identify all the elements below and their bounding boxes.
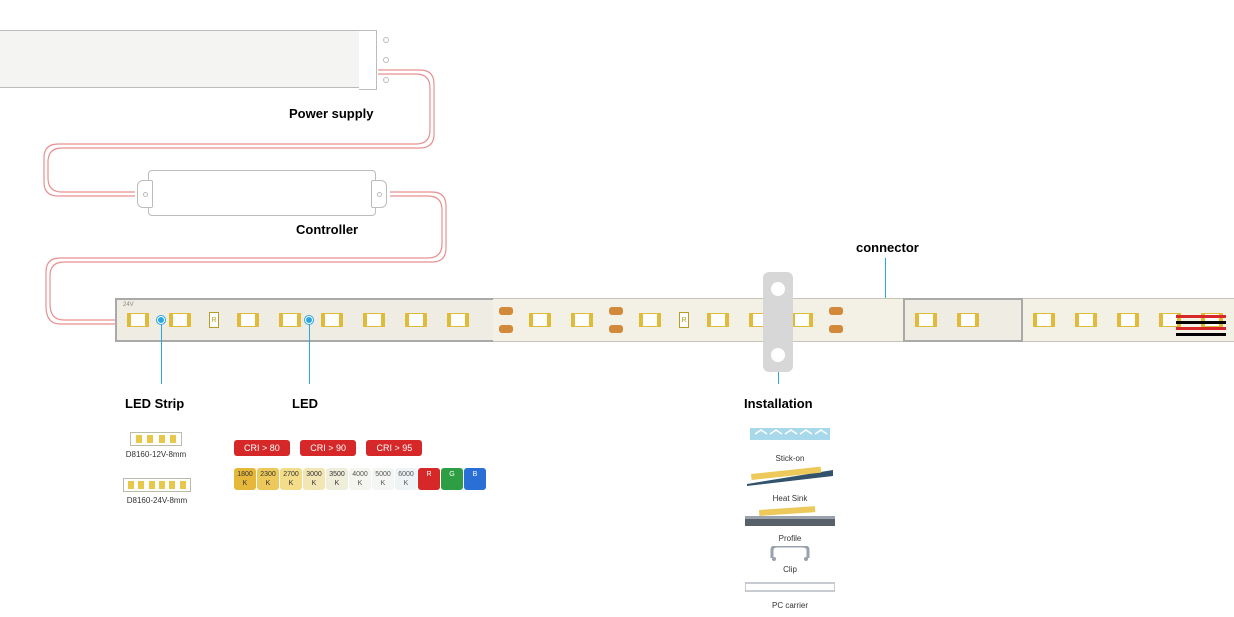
led-chip <box>915 313 937 327</box>
led-strip-label: LED Strip <box>125 396 184 411</box>
led-chip <box>1117 313 1139 327</box>
cut-mark <box>499 307 513 333</box>
output-wires <box>1176 312 1226 339</box>
install-stickon-caption: Stick-on <box>740 454 840 463</box>
cct-chip: R <box>418 468 440 490</box>
install-profile-caption: Profile <box>740 534 840 543</box>
mounting-bracket <box>763 272 793 372</box>
controller-cap-left <box>137 180 153 208</box>
psu-mounting-hole <box>383 57 389 63</box>
cut-mark <box>829 307 843 333</box>
led-chip <box>321 313 343 327</box>
bracket-hole <box>771 348 785 362</box>
install-pccarrier: PC carrier <box>740 580 840 610</box>
resistor: R <box>679 312 689 328</box>
install-stickon: Stick-on <box>740 428 840 463</box>
cri-row: CRI > 80 CRI > 90 CRI > 95 <box>234 438 428 456</box>
cct-chip: 1800 K <box>234 468 256 490</box>
install-profile: Profile <box>740 504 840 543</box>
resistor: R <box>209 312 219 328</box>
strip-segment-connector <box>903 298 1023 342</box>
cri-chip-95: CRI > 95 <box>366 440 422 456</box>
wire-red <box>1176 327 1226 330</box>
led-label: LED <box>292 396 318 411</box>
led-pointer-line <box>309 324 310 384</box>
install-heatsink-caption: Heat Sink <box>740 494 840 503</box>
install-heatsink: Heat Sink <box>740 466 840 503</box>
psu-mounting-hole <box>383 77 389 83</box>
controller-body <box>148 170 376 216</box>
ledstrip-pointer-dot <box>157 316 165 324</box>
install-clip-caption: Clip <box>740 565 840 574</box>
led-chip <box>279 313 301 327</box>
cct-chip: G <box>441 468 463 490</box>
wire-black <box>1176 321 1226 324</box>
cct-chip: 4000 K <box>349 468 371 490</box>
led-chip <box>529 313 551 327</box>
ministrip-24v <box>123 478 191 492</box>
led-chip <box>127 313 149 327</box>
led-chip <box>447 313 469 327</box>
cct-chip: 6000 K <box>395 468 417 490</box>
bracket-hole <box>771 282 785 296</box>
led-chip <box>405 313 427 327</box>
cct-chip: 3000 K <box>303 468 325 490</box>
led-chip <box>1033 313 1055 327</box>
strip-segment-1: 24V R <box>115 298 493 342</box>
cct-chip: 2700 K <box>280 468 302 490</box>
power-supply-body <box>0 30 360 88</box>
cct-chip: 3500 K <box>326 468 348 490</box>
led-pointer-dot <box>305 316 313 324</box>
led-chip <box>571 313 593 327</box>
led-chip <box>237 313 259 327</box>
cri-chip-80: CRI > 80 <box>234 440 290 456</box>
psu-mounting-hole <box>383 37 389 43</box>
cri-chip-90: CRI > 90 <box>300 440 356 456</box>
led-strip: 24V R R <box>115 298 1180 342</box>
led-chip <box>707 313 729 327</box>
controller-label: Controller <box>296 222 358 237</box>
ledstrip-pointer-line <box>161 324 162 384</box>
power-supply-endcap <box>359 30 377 90</box>
controller-cap-right <box>371 180 387 208</box>
wire-red <box>1176 315 1226 318</box>
led-chip <box>957 313 979 327</box>
cct-chip: B <box>464 468 486 490</box>
install-clip: Clip <box>740 546 840 574</box>
ministrip-12v <box>130 432 182 446</box>
cct-chip: 2300 K <box>257 468 279 490</box>
power-supply-label: Power supply <box>289 106 374 121</box>
led-chip <box>791 313 813 327</box>
connector-label: connector <box>856 240 919 255</box>
led-chip <box>169 313 191 327</box>
led-chip <box>363 313 385 327</box>
led-chip <box>1075 313 1097 327</box>
ministrip-24v-caption: D8160-24V-8mm <box>123 496 191 505</box>
led-chip <box>639 313 661 327</box>
wire-black <box>1176 333 1226 336</box>
cut-mark <box>609 307 623 333</box>
ministrip-12v-caption: D8160-12V-8mm <box>125 450 187 459</box>
install-pccarrier-caption: PC carrier <box>740 601 840 610</box>
cct-row: 1800 K2300 K2700 K3000 K3500 K4000 K5000… <box>234 468 487 490</box>
strip-segment-2: R <box>493 298 903 342</box>
cct-chip: 5000 K <box>372 468 394 490</box>
installation-label: Installation <box>744 396 813 411</box>
